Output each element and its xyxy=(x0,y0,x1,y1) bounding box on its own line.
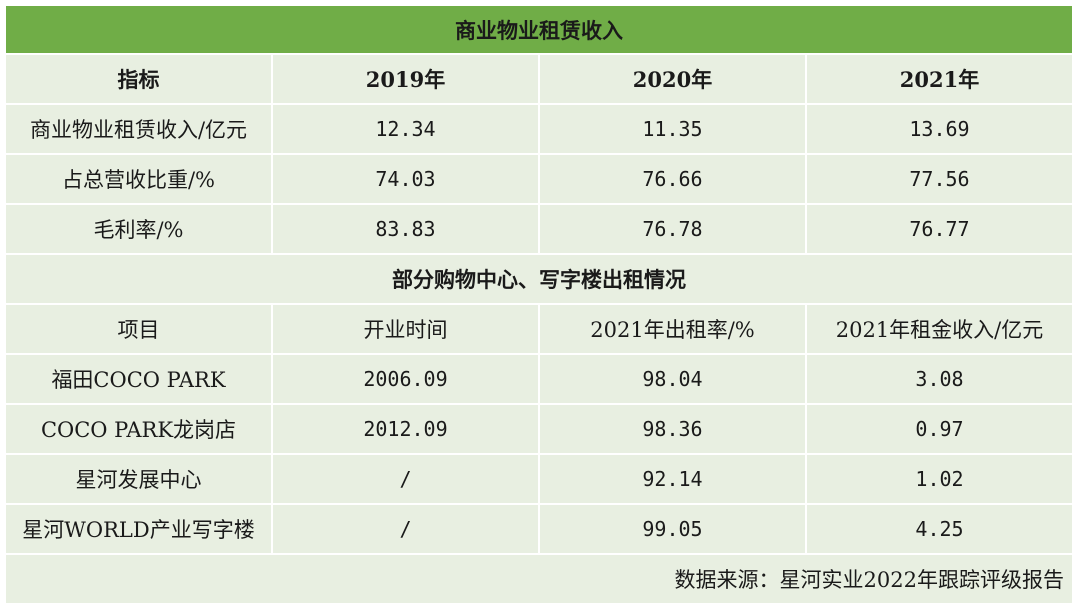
value-cell: 76.66 xyxy=(540,155,805,203)
table-row: 福田COCO PARK 2006.09 98.04 3.08 xyxy=(6,355,1072,403)
header-cell: 2020年 xyxy=(540,55,805,103)
table1-header-row: 指标 2019年 2020年 2021年 xyxy=(6,55,1072,103)
rental-income-table: 商业物业租赁收入 指标 2019年 2020年 2021年 商业物业租赁收入/亿… xyxy=(6,6,1072,603)
table-row: 星河发展中心 / 92.14 1.02 xyxy=(6,455,1072,503)
value-cell: 77.56 xyxy=(807,155,1072,203)
value-cell: 3.08 xyxy=(807,355,1072,403)
value-cell: 11.35 xyxy=(540,105,805,153)
header-cell: 2019年 xyxy=(273,55,538,103)
table-row: COCO PARK龙岗店 2012.09 98.36 0.97 xyxy=(6,405,1072,453)
header-cell: 项目 xyxy=(6,305,271,353)
value-cell: 4.25 xyxy=(807,505,1072,553)
value-cell: 92.14 xyxy=(540,455,805,503)
value-cell: 13.69 xyxy=(807,105,1072,153)
row-label: 星河WORLD产业写字楼 xyxy=(6,505,271,553)
value-cell: 2006.09 xyxy=(273,355,538,403)
value-cell: 0.97 xyxy=(807,405,1072,453)
header-cell: 开业时间 xyxy=(273,305,538,353)
value-cell: 76.77 xyxy=(807,205,1072,253)
value-cell: 2012.09 xyxy=(273,405,538,453)
header-cell: 2021年 xyxy=(807,55,1072,103)
value-cell: 83.83 xyxy=(273,205,538,253)
header-cell: 2021年租金收入/亿元 xyxy=(807,305,1072,353)
value-cell: 98.36 xyxy=(540,405,805,453)
table-row: 毛利率/% 83.83 76.78 76.77 xyxy=(6,205,1072,253)
table2-header-row: 项目 开业时间 2021年出租率/% 2021年租金收入/亿元 xyxy=(6,305,1072,353)
value-cell: 12.34 xyxy=(273,105,538,153)
row-label: 福田COCO PARK xyxy=(6,355,271,403)
value-cell: 1.02 xyxy=(807,455,1072,503)
value-cell: 74.03 xyxy=(273,155,538,203)
value-cell: 98.04 xyxy=(540,355,805,403)
header-cell: 指标 xyxy=(6,55,271,103)
row-label: 商业物业租赁收入/亿元 xyxy=(6,105,271,153)
data-source-note: 数据来源：星河实业2022年跟踪评级报告 xyxy=(6,555,1072,603)
table-row: 商业物业租赁收入/亿元 12.34 11.35 13.69 xyxy=(6,105,1072,153)
row-label: 占总营收比重/% xyxy=(6,155,271,203)
value-cell: 99.05 xyxy=(540,505,805,553)
value-cell: / xyxy=(273,455,538,503)
row-label: COCO PARK龙岗店 xyxy=(6,405,271,453)
header-cell: 2021年出租率/% xyxy=(540,305,805,353)
row-label: 星河发展中心 xyxy=(6,455,271,503)
table-title: 商业物业租赁收入 xyxy=(6,6,1072,53)
table-row: 星河WORLD产业写字楼 / 99.05 4.25 xyxy=(6,505,1072,553)
section-title: 部分购物中心、写字楼出租情况 xyxy=(6,255,1072,303)
table-row: 占总营收比重/% 74.03 76.66 77.56 xyxy=(6,155,1072,203)
row-label: 毛利率/% xyxy=(6,205,271,253)
value-cell: 76.78 xyxy=(540,205,805,253)
value-cell: / xyxy=(273,505,538,553)
